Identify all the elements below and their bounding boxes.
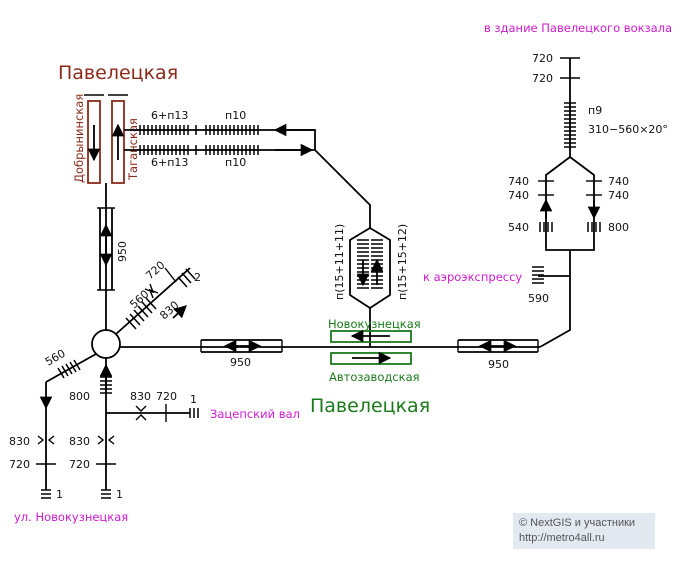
exit-label-aeroexpress: к аэроэкспрессу <box>423 270 522 284</box>
stairs-n9 <box>564 102 576 148</box>
label-r-740d: 740 <box>608 189 629 202</box>
stairs-left <box>57 359 81 379</box>
label-n10-bottom: п10 <box>225 156 246 169</box>
station-title-paveletskaya-red: Павелецкая <box>58 62 178 84</box>
turnstile-B <box>97 435 115 445</box>
exit-label-vokzal: в здание Павелецкого вокзала <box>484 21 672 35</box>
turnstile-left <box>37 435 55 445</box>
label-exit2-800: 800 <box>69 390 90 403</box>
platform-label-novokuznetskaya: Новокузнецкая <box>328 317 421 331</box>
arrow-diagonal <box>172 305 187 319</box>
platform-taganskaya <box>111 100 125 184</box>
label-950-right: 950 <box>488 358 509 371</box>
diagonal-exit-2 <box>115 267 191 335</box>
platform-novokuznetskaya <box>330 330 412 343</box>
label-r-720a: 720 <box>532 52 553 65</box>
label-exit2-1: 1 <box>190 393 197 406</box>
label-diag-720: 720 <box>143 259 167 283</box>
label-left-560: 560 <box>43 347 68 369</box>
label-exitA-830: 830 <box>9 435 30 448</box>
stairs-800 <box>587 222 601 232</box>
label-exit2-720: 720 <box>156 390 177 403</box>
credit-url[interactable]: http://metro4all.ru <box>519 532 605 544</box>
label-r-740c: 740 <box>608 175 629 188</box>
label-stairs-bottom: 6+п13 <box>151 156 188 169</box>
label-stairs-top: 6+п13 <box>151 109 188 122</box>
turnstile-zatsepsky <box>135 405 147 421</box>
label-r-800: 800 <box>608 221 629 234</box>
stairs-top <box>139 125 259 135</box>
label-r-spec: 310−560×20° <box>588 123 668 136</box>
platform-label-avtozavodskaya: Автозаводская <box>329 370 420 384</box>
label-r-740b: 740 <box>508 189 529 202</box>
label-r-720b: 720 <box>532 72 553 85</box>
stairs-bottom <box>139 145 259 155</box>
label-r-740a: 740 <box>508 175 529 188</box>
label-r-540: 540 <box>508 221 529 234</box>
stairs-diagonal <box>125 268 196 330</box>
label-escalator-right: п(15+15+12) <box>396 224 409 300</box>
label-exitB-720: 720 <box>69 458 90 471</box>
credit-copyright: © NextGIS и участники <box>519 517 636 529</box>
right-hall <box>545 155 595 251</box>
label-diag-2: 2 <box>194 271 201 284</box>
hub-circle <box>91 329 121 359</box>
stairs-hub-down <box>100 376 112 394</box>
label-exitB-1: 1 <box>116 488 123 501</box>
label-r-590: 590 <box>528 292 549 305</box>
tick <box>164 267 177 283</box>
label-r-n9: п9 <box>588 104 602 117</box>
label-950-left: 950 <box>230 356 251 369</box>
label-exitA-1: 1 <box>56 488 63 501</box>
credit-box: © NextGIS и участники http://metro4all.r… <box>513 513 655 549</box>
label-n10-top: п10 <box>225 109 246 122</box>
platform-dobryninskaya <box>87 100 101 184</box>
escalator-stairs <box>357 239 383 289</box>
stairs-540 <box>539 222 553 232</box>
escalator-diamond <box>349 226 391 310</box>
exit-label-novokuznetskaya-street: ул. Новокузнецкая <box>14 510 128 524</box>
label-exit2-830: 830 <box>130 390 151 403</box>
transfer-connector <box>270 129 371 228</box>
diagonal-left <box>45 353 97 383</box>
exit-label-zatsepsky: Зацепский вал <box>210 407 300 421</box>
platform-avtozavodskaya <box>330 352 412 365</box>
turnstile-diagonal <box>144 283 159 299</box>
label-exitA-720: 720 <box>9 458 30 471</box>
label-diag-830: 830 <box>157 299 181 323</box>
exit-stairs-A <box>41 489 51 499</box>
label-escalator-left: п(15+11+11) <box>333 224 346 300</box>
station-title-paveletskaya-green: Павелецкая <box>310 395 430 417</box>
label-950-vertical: 950 <box>116 241 129 262</box>
exit-stairs-B <box>101 489 111 499</box>
platform-label-dobryninskaya: Добрынинская <box>72 94 86 183</box>
stairs-590 <box>532 266 544 284</box>
label-exitB-830: 830 <box>69 435 90 448</box>
exit-stairs-zatsepsky <box>189 408 199 418</box>
